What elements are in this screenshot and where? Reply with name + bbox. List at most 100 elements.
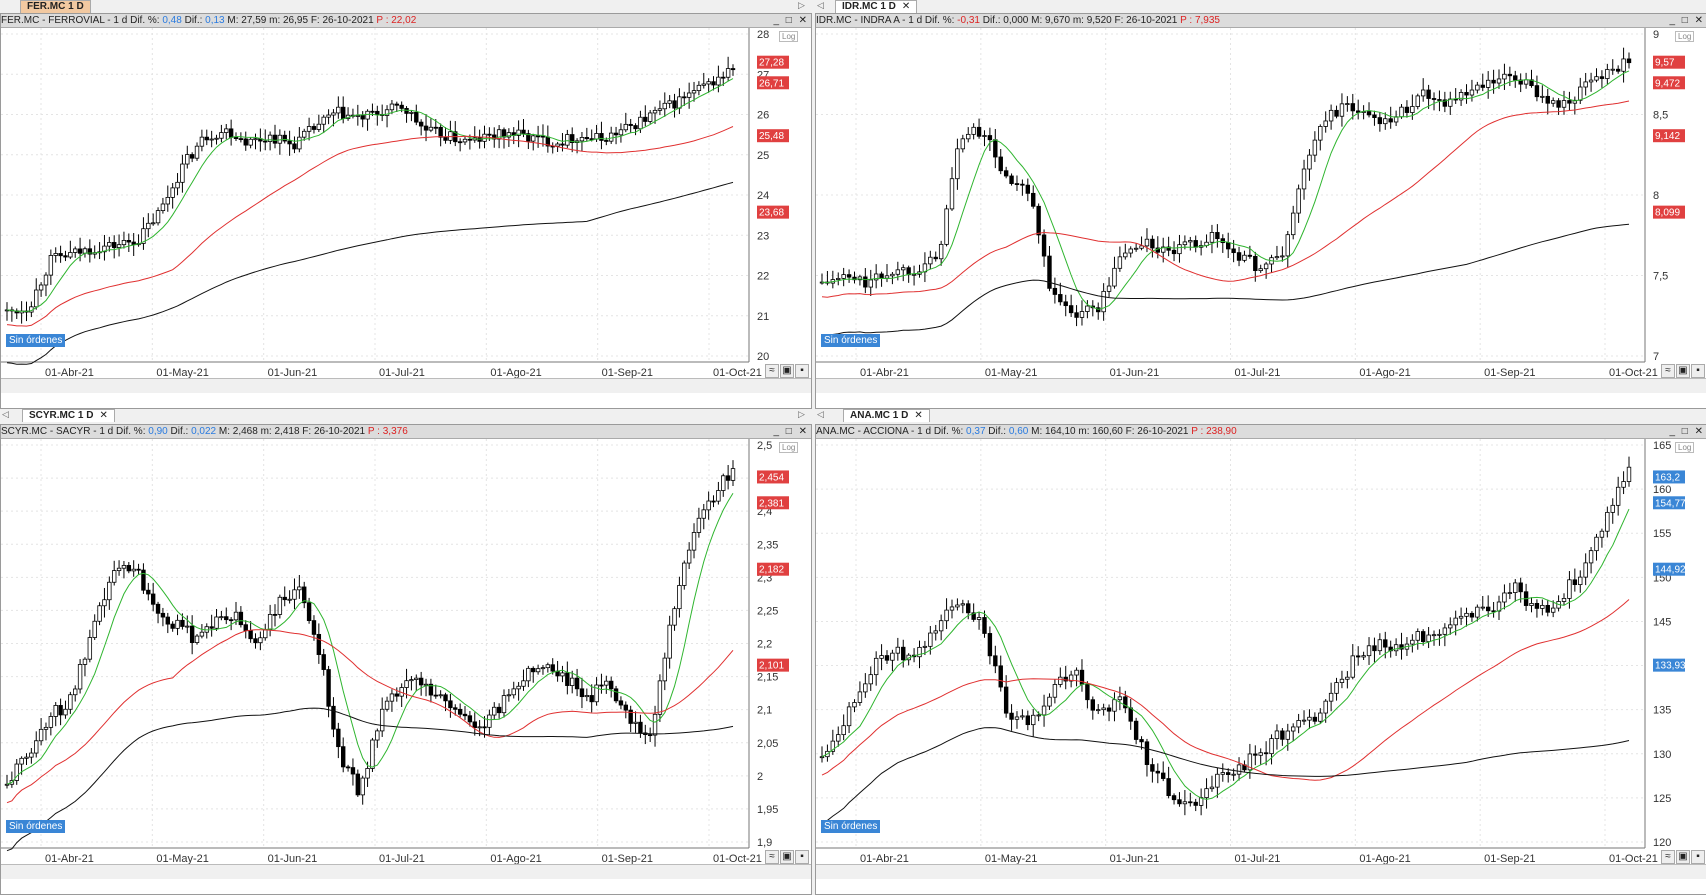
candle-body: [73, 688, 78, 696]
candle-body: [170, 187, 175, 198]
save-icon[interactable]: ▣: [1676, 850, 1690, 864]
candle-body: [1393, 644, 1399, 652]
candle-body: [657, 680, 663, 715]
sin-ordenes-badge[interactable]: Sin órdenes: [821, 334, 881, 347]
candle-body: [414, 111, 419, 123]
horizontal-scrollbar[interactable]: [1, 864, 811, 879]
chart-panel-ana[interactable]: ANA.MC - ACCIONA - 1 d Dif. %: 0,37 Dif.…: [815, 424, 1706, 895]
tab-scroll-arrow[interactable]: ◁: [817, 0, 824, 10]
candle-body: [836, 734, 841, 742]
sin-ordenes-badge[interactable]: Sin órdenes: [6, 334, 66, 347]
candle-body: [102, 245, 107, 253]
log-scale-button[interactable]: Log: [1675, 31, 1695, 42]
candle-body: [370, 110, 375, 113]
tab-scroll-arrow[interactable]: ▷: [798, 0, 805, 10]
chart-svg[interactable]: 2,52,452,42,352,32,252,22,152,12,0521,95…: [1, 439, 811, 878]
log-scale-button[interactable]: Log: [779, 442, 799, 453]
candle-body: [570, 677, 575, 686]
layout-icon[interactable]: ▪: [795, 850, 809, 864]
candle-body: [48, 255, 54, 276]
chart-panel-idr[interactable]: IDR.MC - INDRA A - 1 d Dif. %: -0,31 Dif…: [815, 13, 1706, 409]
indicator-icon[interactable]: ≈: [1661, 364, 1675, 378]
window-buttons[interactable]: _ □ ✕: [770, 425, 809, 438]
horizontal-scrollbar[interactable]: [816, 378, 1706, 393]
candle-body: [1491, 610, 1496, 613]
candle-body: [77, 664, 83, 690]
candle-body: [306, 126, 312, 132]
candle-body: [638, 116, 643, 130]
candle-body: [204, 136, 209, 141]
candle-body: [375, 110, 380, 115]
candle-body: [1469, 89, 1475, 96]
sin-ordenes-badge[interactable]: Sin órdenes: [6, 820, 66, 833]
candle-body: [131, 568, 136, 572]
tab-scroll-arrow[interactable]: ◁: [817, 409, 824, 419]
indicator-icon[interactable]: ≈: [1661, 850, 1675, 864]
log-scale-button[interactable]: Log: [1675, 442, 1695, 453]
candle-body: [846, 706, 852, 727]
candle-body: [1556, 100, 1561, 108]
candle-body: [884, 275, 890, 279]
chart-svg[interactable]: 9 8,5 8 7,5 7 01-Abr-21 01-May-21 01-Jun-21 01-J…: [816, 28, 1706, 392]
chart-panel-scyr[interactable]: SCYR.MC - SACYR - 1 d Dif. %: 0,90 Dif.:…: [0, 424, 812, 895]
chart-panel-fer[interactable]: FER.MC - FERROVIAL - 1 d Dif. %: 0,48 Di…: [0, 13, 812, 409]
tab-fer[interactable]: FER.MC 1 D: [20, 0, 91, 13]
candle-body: [976, 617, 982, 620]
candle-body: [516, 685, 521, 690]
candle-body: [433, 126, 438, 129]
candle-body: [209, 626, 214, 629]
candle-body: [267, 613, 273, 631]
candle-body: [175, 619, 180, 629]
candle-body: [287, 598, 292, 601]
tab-close-icon[interactable]: ✕: [99, 410, 108, 421]
indicator-icon[interactable]: ≈: [765, 364, 779, 378]
save-icon[interactable]: ▣: [780, 364, 794, 378]
window-buttons[interactable]: _ □ ✕: [770, 14, 809, 27]
candle-body: [526, 667, 531, 682]
y-tick-label: 135: [1653, 705, 1671, 717]
candle-body: [467, 138, 473, 141]
window-buttons[interactable]: _ □ ✕: [1666, 425, 1705, 438]
tab-ana[interactable]: ANA.MC 1 D ✕: [843, 409, 930, 422]
x-tick-label: 01-Jun-21: [268, 853, 318, 865]
tab-close-icon[interactable]: ✕: [914, 410, 923, 421]
candle-body: [1041, 234, 1047, 257]
candle-body: [384, 109, 390, 116]
tab-scyr[interactable]: SCYR.MC 1 D ✕: [22, 409, 115, 422]
log-scale-button[interactable]: Log: [779, 31, 799, 42]
candle-body: [482, 133, 487, 142]
tab-idr[interactable]: IDR.MC 1 D ✕: [835, 0, 918, 13]
candle-body: [1366, 645, 1372, 657]
candle-body: [1204, 788, 1209, 799]
candle-body: [928, 256, 933, 265]
window-buttons[interactable]: _ □ ✕: [1666, 14, 1705, 27]
candle-body: [1226, 772, 1231, 776]
horizontal-scrollbar[interactable]: [816, 864, 1706, 879]
indicator-icon[interactable]: ≈: [765, 850, 779, 864]
candle-body: [987, 135, 993, 141]
tab-close-icon[interactable]: ✕: [901, 1, 911, 12]
candle-body: [1188, 240, 1193, 243]
sin-ordenes-badge[interactable]: Sin órdenes: [821, 820, 881, 833]
candle-body: [68, 252, 73, 258]
candle-body: [1301, 719, 1307, 722]
candle-body: [453, 707, 458, 710]
price-tag-bg: [1653, 205, 1685, 219]
candle-body: [657, 108, 663, 111]
candle-body: [1025, 715, 1031, 726]
chart-svg[interactable]: 16516015515014514013513012512001-Abr-210…: [816, 439, 1706, 878]
tabstrip-top-right: ◁ IDR.MC 1 D ✕: [815, 0, 1706, 13]
x-tick-label: 01-Sep-21: [602, 853, 653, 865]
layout-icon[interactable]: ▪: [795, 364, 809, 378]
tab-scroll-arrow[interactable]: ▷: [798, 409, 805, 419]
save-icon[interactable]: ▣: [1676, 364, 1690, 378]
min-value: m: 9,520: [1072, 15, 1112, 26]
save-icon[interactable]: ▣: [780, 850, 794, 864]
layout-icon[interactable]: ▪: [1691, 850, 1705, 864]
candle-body: [501, 695, 507, 714]
layout-icon[interactable]: ▪: [1691, 364, 1705, 378]
tab-scroll-arrow[interactable]: ◁: [2, 409, 9, 419]
horizontal-scrollbar[interactable]: [1, 378, 811, 393]
candle-body: [150, 222, 156, 225]
